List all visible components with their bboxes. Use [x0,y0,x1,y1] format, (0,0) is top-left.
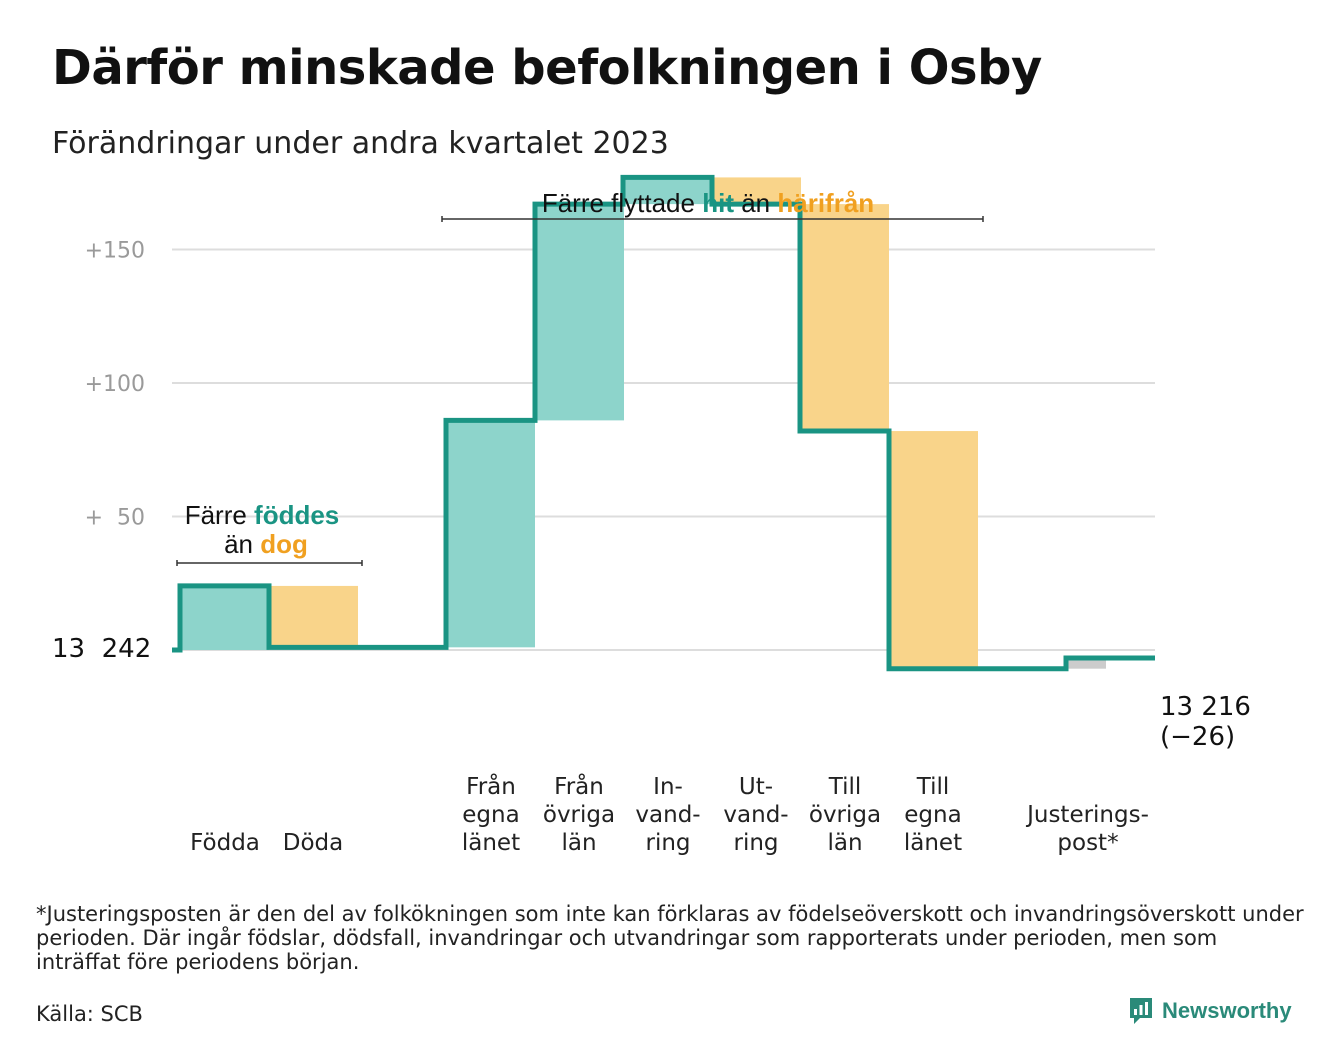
category-label-line: ring [645,830,690,856]
mig-highlight1: hit [702,188,734,218]
category-label-line: län [561,830,596,856]
brand-logo: Newsworthy [1128,996,1292,1026]
y-tick-label: +100 [85,372,145,397]
end-value-label: 13 216 [1160,692,1251,722]
migration-text: Färre flyttade hit än härifrån [542,188,874,218]
bars [180,177,1106,669]
category-label-line: ring [733,830,778,856]
births-deaths-line2: än dog [224,529,308,559]
category-label-line: egna [904,802,961,828]
category-label-line: länet [904,830,962,856]
end-change-label: (−26) [1160,722,1235,752]
bar-9 [1066,658,1106,669]
category-label: Döda [283,830,343,856]
births-deaths-line1: Färre föddes [185,500,340,530]
ann2-highlight: dog [260,529,308,559]
category-label-line: övriga [809,802,881,828]
category-label-line: In- [653,774,683,800]
category-label-line: Till [828,774,862,800]
chart-title: Därför minskade befolkningen i Osby [52,40,1042,96]
y-axis-ticks: +150 +100 + 50 [85,239,145,531]
category-label: Födda [190,830,260,856]
category-label-line: post* [1057,830,1118,856]
category-label-line: län [827,830,862,856]
bar-1 [180,585,269,650]
bar-3 [446,420,535,648]
y-tick-label: +150 [85,239,145,264]
category-label-line: Till [916,774,950,800]
category-label: Till egna länet [904,774,962,856]
category-label: Justerings-post* [1025,802,1149,856]
mig-prefix: Färre flyttade [542,188,702,218]
bar-5 [623,177,712,205]
category-label: Till övriga län [809,774,881,856]
category-label-line: övriga [543,802,615,828]
baseline-label: 13 242 [52,634,151,664]
footnote: *Justeringsposten är den del av folkökni… [36,902,1304,974]
source-label: Källa: SCB [36,1002,143,1026]
ann1-prefix: Färre [185,500,254,530]
category-label-line: Döda [283,830,343,856]
births-deaths-annotation: Färre föddes än dog [176,500,363,566]
gridlines [172,248,1155,651]
migration-bracket [441,216,984,222]
running-total-line [172,174,1155,672]
category-label-line: vand- [723,802,788,828]
bar-7 [800,204,889,432]
y-tick-label: + 50 [85,506,145,531]
category-label-line: egna [462,802,519,828]
bar-6 [712,177,801,205]
ann2-prefix: än [224,529,260,559]
bar-8 [889,431,978,669]
category-label-line: Justerings- [1025,802,1149,828]
bar-4 [535,204,624,421]
brand-name: Newsworthy [1162,998,1292,1023]
mig-middle: än [734,188,777,218]
category-label-line: vand- [635,802,700,828]
category-label-line: Från [554,772,604,800]
category-label-line: Födda [190,830,260,856]
births-deaths-bracket [176,560,363,566]
category-label: Från egna länet [462,772,520,856]
newsworthy-icon [1130,998,1152,1024]
bar-2 [269,585,358,648]
category-label-line: länet [462,830,520,856]
mig-highlight2: härifrån [777,188,874,218]
ann1-highlight: föddes [254,500,339,530]
category-label-line: Från [466,772,516,800]
category-label-line: Ut- [739,774,773,800]
migration-annotation: Färre flyttade hit än härifrån [441,188,984,222]
category-label: Ut-vand-ring [723,774,788,856]
category-label: In-vand-ring [635,774,700,856]
chart-subtitle: Förändringar under andra kvartalet 2023 [52,126,669,161]
category-label: Från övriga län [543,772,615,856]
